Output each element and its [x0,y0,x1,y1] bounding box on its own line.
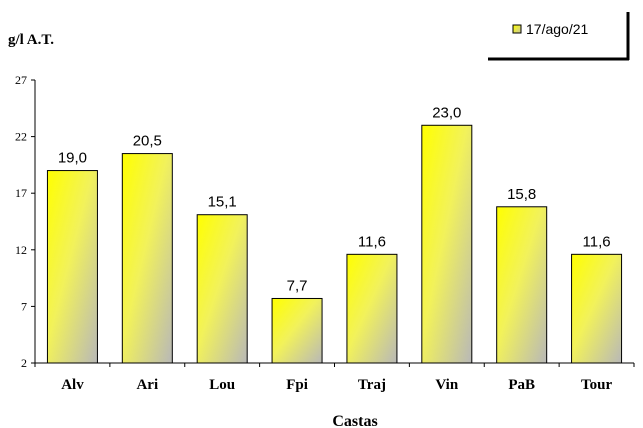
y-tick-label-2: 12 [15,243,27,257]
data-label-Tour: 11,6 [583,233,611,250]
bar-PaB [496,206,548,364]
bars [46,124,623,364]
legend: 17/ago/21 [488,12,630,61]
bar-Ari [121,153,173,364]
category-label-Alv: Alv [61,377,84,393]
category-label-PaB: PaB [508,377,535,393]
data-label-Vin: 23,0 [432,104,461,121]
category-label-Fpi: Fpi [286,377,308,393]
data-label-Fpi: 7,7 [287,277,308,294]
data-labels: 19,0 20,5 15,1 7,7 11,6 23,0 15,8 11,6 [58,104,611,294]
data-label-Alv: 19,0 [58,150,87,167]
category-label-Lou: Lou [209,377,235,393]
y-tick-label-1: 7 [21,299,27,313]
x-axis-label: Castas [332,413,377,428]
bar-Lou [196,214,248,364]
category-label-Ari: Ari [136,377,158,393]
bar-Alv [46,170,98,364]
data-label-PaB: 15,8 [507,186,536,203]
bar-Vin [421,124,473,364]
y-tick-label-5: 27 [15,73,27,87]
data-label-Lou: 15,1 [208,194,237,211]
bar-Fpi [271,297,323,364]
category-label-Traj: Traj [358,377,386,393]
y-tick-label-4: 22 [15,130,27,144]
legend-label: 17/ago/21 [526,21,588,37]
data-label-Ari: 20,5 [133,133,162,150]
legend-swatch [512,24,522,34]
bar-Tour [571,253,623,364]
y-tick-label-0: 2 [21,356,27,370]
category-label-Vin: Vin [435,377,458,393]
category-labels: Alv Ari Lou Fpi Traj Vin PaB Tour [61,377,612,393]
data-label-Traj: 11,6 [358,233,386,250]
category-label-Tour: Tour [581,377,612,393]
bar-Traj [346,253,398,364]
y-tick-label-3: 17 [15,186,27,200]
y-axis-label: g/l A.T. [8,32,54,48]
